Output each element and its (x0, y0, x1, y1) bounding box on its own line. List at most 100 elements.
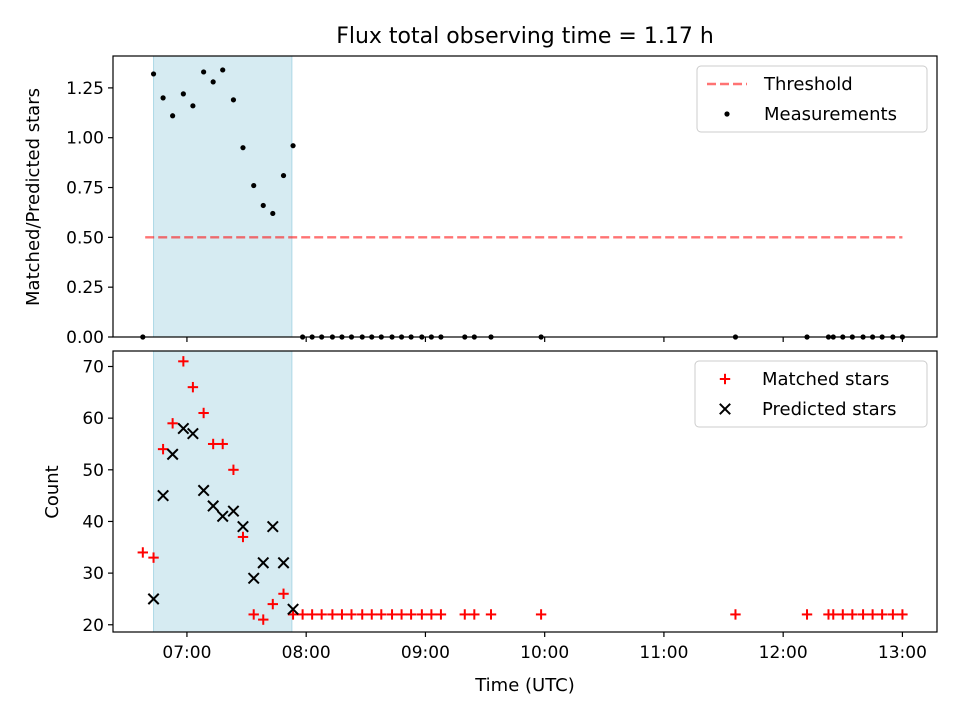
matched-point (828, 609, 839, 620)
predicted-point-b (237, 520, 249, 533)
bottom-y-tick-label: 70 (82, 357, 104, 377)
matched-point (157, 443, 169, 455)
predicted-point-b (166, 448, 179, 461)
matched-point (278, 588, 289, 599)
matched-point (887, 609, 899, 620)
matched-point (376, 609, 387, 620)
matched-point (801, 609, 813, 620)
matched-point (316, 609, 327, 620)
matched-point (267, 598, 278, 610)
top-axes-frame (112, 55, 938, 338)
bottom-y-tick-label: 30 (82, 564, 104, 584)
predicted-point (216, 510, 229, 523)
matched-point (469, 609, 480, 620)
matched-point (847, 609, 858, 620)
data-point (210, 79, 216, 85)
bottom-legend: Matched stars Predicted stars (694, 360, 928, 428)
predicted-point-b (197, 484, 210, 497)
x-tick-label: 11:00 (639, 643, 688, 663)
predicted-point (177, 422, 190, 435)
top-panel-y-axis-label: Matched/Predicted stars (23, 88, 44, 306)
matched-point (228, 464, 239, 476)
x-tick-label: 13:00 (878, 643, 927, 663)
predicted-point (257, 556, 270, 569)
bottom-axes-frame (112, 350, 938, 633)
predicted-point (237, 520, 249, 533)
predicted-point (277, 556, 290, 569)
predicted-point-b (257, 556, 270, 569)
predicted-point (227, 505, 240, 518)
top-y-tick-label: 1.25 (66, 79, 104, 99)
matched-point (857, 609, 869, 620)
bottom-y-tick-label: 20 (82, 616, 104, 636)
matched-point (287, 609, 299, 620)
data-point (201, 69, 207, 75)
predicted-point-b (266, 520, 279, 533)
top-y-tick-label: 1.00 (66, 129, 104, 149)
top-y-tick-label: 0.25 (66, 278, 104, 298)
x-axis-label: Time (UTC) (474, 675, 575, 696)
matched-point (237, 531, 249, 543)
matched-point (297, 609, 308, 620)
matched-point (366, 609, 377, 620)
data-point (270, 210, 276, 217)
matched-point (535, 609, 547, 620)
matched-point (148, 552, 159, 563)
legend-label: Measurements (764, 104, 897, 125)
x-tick-label: 08:00 (282, 643, 331, 663)
top-legend: Threshold Measurements (696, 65, 928, 133)
x-tick-label: 07:00 (162, 643, 211, 663)
matched-point (416, 609, 428, 620)
predicted-point (157, 489, 169, 502)
data-point (251, 182, 257, 189)
legend-plus-swatch (719, 373, 731, 385)
matched-point (730, 609, 741, 620)
data-point (280, 172, 287, 179)
legend-x-swatch (719, 403, 731, 415)
data-point (230, 97, 237, 103)
top-y-tick-label: 0.00 (66, 328, 104, 348)
matched-point (336, 609, 348, 620)
predicted-point-b (287, 603, 299, 616)
predicted-point (207, 500, 220, 512)
matched-point (198, 407, 209, 419)
top-shaded-interval (153, 55, 293, 338)
matched-point (258, 614, 269, 625)
predicted-point (186, 427, 199, 440)
predicted-point-b (247, 572, 260, 585)
matched-point (327, 609, 338, 620)
predicted-point-b (186, 427, 199, 440)
matched-point (137, 547, 149, 558)
data-point (190, 103, 196, 109)
predicted-point (287, 603, 299, 616)
data-point (180, 91, 186, 97)
legend-label: Predicted stars (762, 399, 896, 420)
legend-label: Matched stars (762, 369, 889, 390)
predicted-point-b (216, 510, 229, 523)
predicted-point (166, 448, 179, 461)
predicted-point (247, 572, 260, 585)
matched-point (876, 609, 888, 620)
data-point (170, 113, 176, 119)
data-point (160, 95, 166, 101)
x-tick-label: 09:00 (401, 643, 450, 663)
predicted-point-b (157, 489, 169, 502)
bottom-y-tick-label: 60 (82, 409, 104, 429)
bottom-panel: 20 30 40 50 60 70 07:00 08:00 09:00 10:00 11:00 12:… (82, 350, 938, 663)
series-matched-stars (137, 356, 908, 625)
matched-point (306, 609, 318, 620)
bottom-y-tick-label: 50 (82, 461, 104, 481)
legend-dot-swatch (724, 111, 730, 117)
top-y-tick-label: 0.75 (66, 179, 104, 199)
top-panel: 0.00 0.25 0.50 0.75 1.00 1.25 Threshold Measure… (66, 55, 938, 348)
matched-point (426, 609, 437, 620)
series-predicted-stars (147, 422, 299, 616)
matched-point (459, 609, 470, 620)
predicted-point-b (147, 593, 160, 605)
data-point (290, 143, 296, 149)
matched-point (386, 609, 398, 620)
matched-point (485, 609, 497, 620)
matched-point (357, 609, 368, 620)
matched-point (178, 356, 189, 367)
